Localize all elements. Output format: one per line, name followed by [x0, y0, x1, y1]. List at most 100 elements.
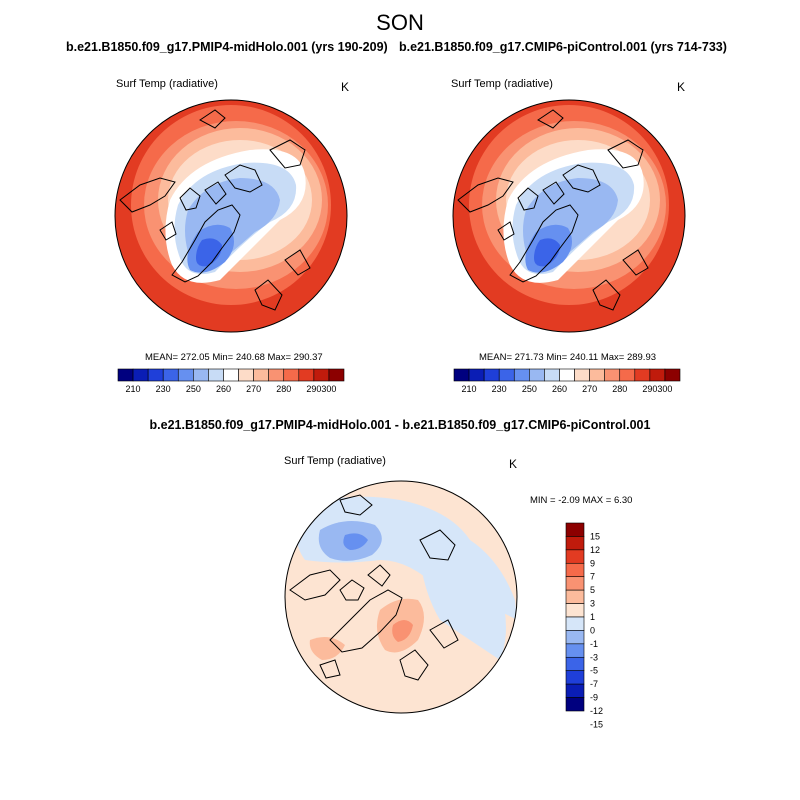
panel-2-colorbar-swatch [483, 368, 500, 382]
panel-2-colorbar-swatch [619, 368, 636, 382]
difference-colorbar-swatch [565, 562, 585, 578]
panel-1-colorbar-swatch [132, 368, 149, 382]
panel-2-colorbar-swatch [498, 368, 515, 382]
difference-colorbar: 15 12 9 7 5 3 1 0 -1 -3 -5 -7 -9 -12 -15 [565, 522, 603, 729]
difference-map-border [284, 480, 518, 714]
difference-colorbar-tick-label: -15 [590, 719, 603, 729]
panel-1-colorbar-swatch [147, 368, 164, 382]
panel-2-colorbar-swatch [589, 368, 605, 382]
panel-2-units-label: K [677, 80, 686, 94]
difference-map [284, 480, 518, 714]
panel-1-colorbar-swatch [283, 368, 300, 382]
panel-2-colorbar-swatch [529, 368, 545, 382]
difference-colorbar-tick-label: -7 [590, 679, 598, 689]
difference-colorbar-tick-label: -1 [590, 639, 598, 649]
difference-colorbar-tick-label: -12 [590, 706, 603, 716]
panel-2-colorbar-tick-label: 250 [522, 384, 537, 394]
difference-colorbar-tick-label: 1 [590, 612, 595, 622]
difference-colorbar-swatch [565, 589, 585, 604]
panel-2-variable-label: Surf Temp (radiative) [451, 78, 553, 90]
panel-2-stats: MEAN= 271.73 Min= 240.11 Max= 289.93 [479, 352, 657, 363]
difference-coastlines [289, 494, 459, 681]
panel-2-colorbar-swatch [634, 368, 651, 382]
panel-1-contours [115, 100, 347, 332]
panel-2-colorbar-swatch [664, 368, 681, 382]
difference-units-label: K [509, 457, 518, 471]
difference-colorbar-swatch [565, 522, 585, 537]
difference-colorbar-swatch [565, 536, 585, 551]
difference-colorbar-swatch [565, 576, 585, 591]
difference-colorbar-tick-label: -3 [590, 652, 598, 662]
difference-colorbar-tick-label: 9 [590, 558, 595, 568]
difference-colorbar-swatch [565, 630, 585, 645]
panel-2-contours [453, 100, 685, 332]
difference-colorbar-tick-label: 0 [590, 625, 595, 635]
difference-colorbar-swatch [565, 603, 585, 618]
difference-colorbar-tick-label: 5 [590, 585, 595, 595]
panel-1-colorbar-swatch [313, 368, 330, 382]
panel-2-colorbar-tick-label: 290 [642, 384, 657, 394]
panel-1-variable-label: Surf Temp (radiative) [116, 78, 218, 90]
panel-1-colorbar-swatch [328, 368, 345, 382]
panel-1-colorbar-swatch [208, 368, 224, 382]
panel-2-colorbar-tick-label: 210 [462, 384, 477, 394]
difference-stats: MIN = -2.09 MAX = 6.30 [530, 495, 633, 506]
panel-1-units-label: K [341, 80, 350, 94]
panel-1-stats: MEAN= 272.05 Min= 240.68 Max= 290.37 [145, 352, 323, 363]
panel-2-coastlines [457, 109, 649, 311]
panel-1-colorbar-swatch [177, 368, 194, 382]
panel-1-colorbar-swatch [268, 368, 285, 382]
panel-1-colorbar-tick-label: 300 [321, 384, 336, 394]
panel-2-map-border [452, 99, 686, 333]
difference-colorbar-swatch [565, 643, 585, 658]
difference-colorbar-tick-label: 3 [590, 599, 595, 609]
difference-colorbar-tick-label: -5 [590, 666, 598, 676]
panel-1-colorbar-tick-label: 260 [216, 384, 231, 394]
difference-colorbar-swatch [565, 697, 585, 712]
panel-2-map [452, 99, 686, 333]
difference-title: b.e21.B1850.f09_g17.PMIP4-midHolo.001 - … [149, 418, 651, 432]
panel-2-colorbar-tick-label: 300 [657, 384, 672, 394]
panel-1-coastlines [119, 109, 311, 311]
panel-1-colorbar-swatch [253, 368, 269, 382]
panel-2-colorbar-tick-label: 260 [552, 384, 567, 394]
panel-2-colorbar-swatch [574, 368, 590, 382]
panel-1-colorbar-swatch [193, 368, 209, 382]
panel-1-colorbar-tick-label: 230 [156, 384, 171, 394]
difference-variable-label: Surf Temp (radiative) [284, 455, 386, 467]
panel-2-colorbar-swatch [604, 368, 621, 382]
panel-2-colorbar-tick-label: 230 [492, 384, 507, 394]
panel-1-colorbar-swatch [117, 368, 134, 382]
panel-1-title: b.e21.B1850.f09_g17.PMIP4-midHolo.001 (y… [66, 40, 388, 54]
panel-2-colorbar-swatch [513, 368, 530, 382]
panel-1-map-border [114, 99, 348, 333]
panel-1-colorbar-tick-label: 290 [306, 384, 321, 394]
panel-1-colorbar-tick-label: 250 [186, 384, 201, 394]
panel-1-map [114, 99, 348, 333]
panel-2-colorbar: 210 230 250 260 270 280 290 300 [453, 368, 681, 394]
panel-1-colorbar-swatch [162, 368, 179, 382]
difference-colorbar-tick-label: -9 [590, 693, 598, 703]
panel-2-colorbar-tick-label: 280 [612, 384, 627, 394]
panel-2-colorbar-tick-label: 270 [582, 384, 597, 394]
panel-1-colorbar-tick-label: 280 [276, 384, 291, 394]
difference-colorbar-tick-label: 12 [590, 545, 600, 555]
difference-colorbar-swatch [565, 683, 585, 698]
difference-colorbar-tick-label: 15 [590, 531, 600, 541]
difference-colorbar-swatch [565, 656, 585, 672]
difference-colorbar-swatch [565, 549, 585, 564]
panel-2-colorbar-swatch [649, 368, 666, 382]
panel-2-colorbar-swatch [453, 368, 470, 382]
panel-1-colorbar-swatch [298, 368, 315, 382]
panel-1-colorbar-tick-label: 270 [246, 384, 261, 394]
panel-2-colorbar-swatch [544, 368, 560, 382]
panel-2-colorbar-swatch [559, 368, 575, 382]
difference-colorbar-tick-label: 7 [590, 572, 595, 582]
difference-colorbar-swatch [565, 670, 585, 685]
panel-2-title: b.e21.B1850.f09_g17.CMIP6-piControl.001 … [399, 40, 727, 54]
panel-1-colorbar-tick-label: 210 [126, 384, 141, 394]
panel-1-colorbar-swatch [238, 368, 254, 382]
panel-1-colorbar-swatch [223, 368, 239, 382]
panel-1-colorbar: 210 230 250 260 270 280 290 300 [117, 368, 345, 394]
